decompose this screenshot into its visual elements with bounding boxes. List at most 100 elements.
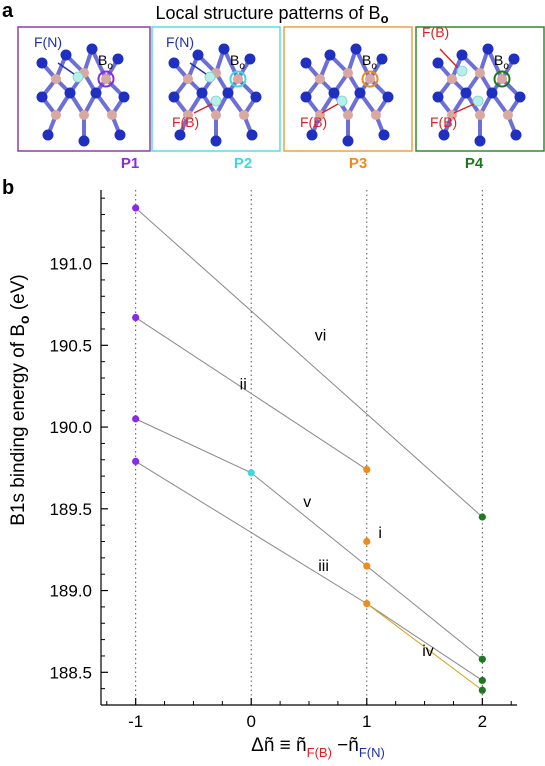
bo-ring — [229, 70, 247, 88]
boron-atom — [101, 74, 111, 84]
y-tick-label: 188.5 — [49, 663, 92, 682]
data-point — [478, 686, 486, 694]
x-tick-label: 0 — [246, 712, 255, 731]
y-tick-label: 189.0 — [49, 582, 92, 601]
boron-atom — [51, 74, 61, 84]
nitrogen-atom — [300, 57, 312, 69]
lattice-atoms — [36, 43, 130, 147]
nitrogen-atom — [482, 43, 494, 55]
nitrogen-atom — [324, 49, 336, 61]
series-label-vi: vi — [315, 327, 327, 344]
nitrogen-atom — [118, 91, 130, 103]
nitrogen-atom — [514, 91, 526, 103]
bond — [486, 48, 504, 80]
data-point — [363, 537, 371, 546]
nitrogen-atom — [168, 57, 180, 69]
nitrogen-atom — [60, 49, 72, 61]
nitrogen-atom — [246, 129, 258, 141]
nitrogen-atom — [432, 57, 444, 69]
nitrogen-atom — [342, 135, 354, 147]
boron-atom — [371, 110, 381, 120]
structure-thumbnail: Bo F(N) — [17, 26, 151, 152]
boron-atom — [233, 74, 243, 84]
structure-thumbnail: Bo F(B) — [283, 26, 413, 152]
boron-atom — [497, 74, 507, 84]
boron-atom — [183, 110, 193, 120]
lattice-atoms — [300, 43, 394, 147]
series-label-iii: iii — [318, 558, 329, 575]
nitrogen-atom — [42, 129, 54, 141]
nitrogen-atom — [306, 129, 318, 141]
nitrogen-atom — [218, 43, 230, 55]
series-label-iv: iv — [422, 643, 434, 660]
bo-ring — [97, 70, 115, 88]
panel-a-label: a — [2, 0, 14, 22]
y-axis-label: B1s binding energy of Bo (eV) — [8, 274, 32, 526]
structure-row: Bo F(N) Bo F(N) F(B) Bo F(B) Bo F(B) F(B) — [17, 24, 545, 152]
nitrogen-atom — [36, 57, 48, 69]
boron-atom — [51, 110, 61, 120]
x-tick-label: 2 — [478, 712, 487, 731]
pattern-label-p2: P2 — [234, 155, 252, 172]
boron-atom — [365, 74, 375, 84]
boron-atom — [315, 74, 325, 84]
nitrogen-atom — [36, 91, 48, 103]
boron-atom — [475, 68, 485, 78]
nitrogen-atom — [244, 53, 256, 65]
lattice-atoms — [432, 43, 526, 147]
y-tick-label: 190.5 — [49, 336, 92, 355]
fluorine-atom — [456, 65, 468, 77]
fluorine-arrow — [321, 103, 339, 114]
nitrogen-atom — [174, 129, 186, 141]
nitrogen-atom — [112, 53, 124, 65]
nitrogen-atom — [78, 135, 90, 147]
structure-frame — [415, 26, 545, 152]
panel-a-title: Local structure patterns of Bo — [155, 3, 388, 26]
boron-atom — [447, 74, 457, 84]
data-point — [478, 513, 486, 521]
nitrogen-atom — [486, 87, 498, 99]
nitrogen-atom — [354, 87, 366, 99]
data-point — [363, 562, 371, 570]
data-point — [363, 465, 371, 474]
nitrogen-atom — [432, 91, 444, 103]
fluorine-arrow — [57, 62, 75, 75]
bo-label: Bo — [230, 52, 245, 72]
nitrogen-atom — [460, 87, 472, 99]
y-tick-label: 191.0 — [49, 255, 92, 274]
series-line-vi — [135, 207, 483, 518]
nitrogen-atom — [114, 129, 126, 141]
x-tick-label: -1 — [128, 712, 143, 731]
fluorine-label: F(B) — [300, 114, 327, 130]
boron-atom — [343, 68, 353, 78]
nitrogen-atom — [474, 135, 486, 147]
bo-ring — [493, 70, 511, 88]
data-point — [478, 655, 486, 663]
bo-label: Bo — [98, 52, 113, 72]
structure-frame — [283, 26, 413, 152]
nitrogen-atom — [90, 87, 102, 99]
gridlines — [135, 190, 483, 705]
nitrogen-atom — [376, 53, 388, 65]
fluorine-arrow — [453, 103, 475, 114]
series-label-v: v — [303, 494, 311, 511]
pattern-labels: P1 P2 P3 P4 — [121, 155, 484, 172]
nitrogen-atom — [86, 43, 98, 55]
nitrogen-atom — [328, 87, 340, 99]
structure-frame — [17, 26, 151, 152]
nitrogen-atom — [196, 87, 208, 99]
fluorine-atom — [210, 95, 222, 107]
axes: 188.5 189.0 189.5 190.0 190.5 191.0 -1 0 1 2 — [49, 190, 517, 731]
boron-atom — [79, 110, 89, 120]
structure-thumbnail: Bo F(B) F(B) — [415, 24, 545, 152]
bond — [90, 48, 108, 80]
boron-atom — [343, 110, 353, 120]
series-label-ii: ii — [240, 376, 247, 393]
series-label-i: i — [378, 525, 382, 542]
nitrogen-atom — [192, 49, 204, 61]
pattern-label-p4: P4 — [465, 155, 484, 172]
boron-atom — [475, 110, 485, 120]
